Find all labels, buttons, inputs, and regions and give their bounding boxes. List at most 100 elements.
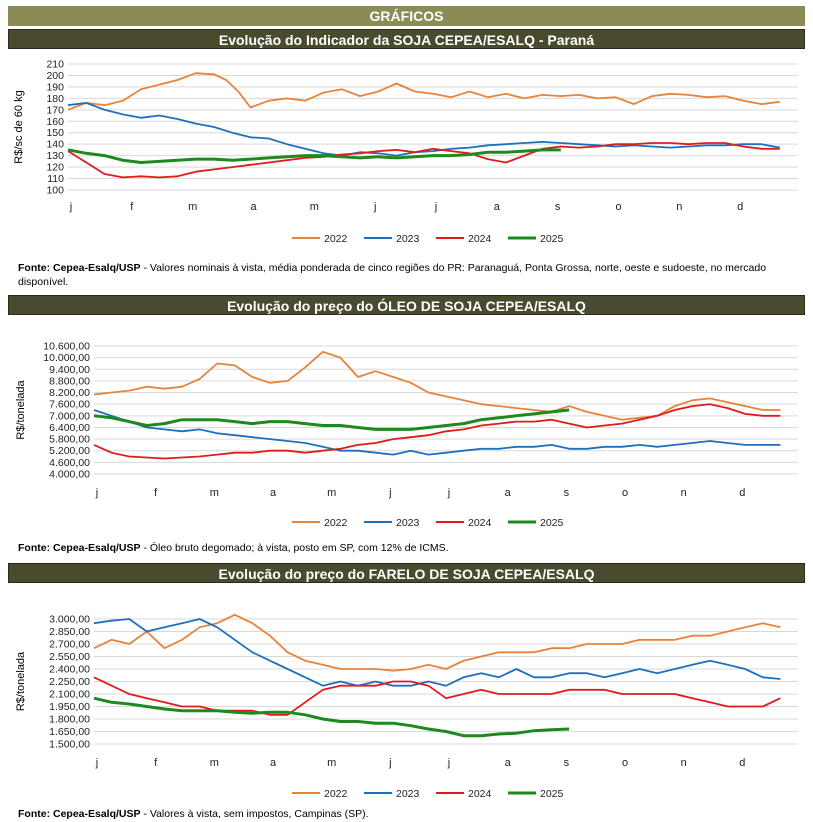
x-tick-label: d	[737, 201, 743, 213]
y-tick-label: 140	[46, 139, 64, 151]
y-tick-label: 160	[46, 116, 64, 128]
y-tick-label: 200	[46, 70, 64, 82]
y-tick-label: 180	[46, 93, 64, 105]
x-tick-label: f	[154, 757, 158, 769]
y-tick-label: 130	[46, 150, 64, 162]
legend-label-2024: 2024	[468, 788, 492, 800]
chart-title-oleo: Evolução do preço do ÓLEO DE SOJA CEPEA/…	[8, 295, 805, 315]
x-tick-label: m	[310, 201, 319, 213]
x-tick-label: j	[388, 487, 391, 499]
y-tick-label: 8.200,00	[49, 387, 90, 399]
source-bold: Fonte: Cepea-Esalq/USP	[18, 542, 141, 554]
legend-label-2022: 2022	[324, 517, 348, 529]
legend-label-2022: 2022	[324, 788, 348, 800]
series-line-2023	[67, 102, 780, 157]
y-tick-label: 1.800,00	[49, 714, 90, 726]
y-tick-label: 190	[46, 81, 64, 93]
y-tick-label: 120	[46, 162, 64, 174]
y-axis-label: R$/sc de 60 kg	[13, 90, 25, 163]
y-tick-label: 7.000,00	[49, 410, 90, 422]
y-tick-label: 8.800,00	[49, 375, 90, 387]
y-tick-label: 1.500,00	[49, 739, 90, 751]
x-tick-label: m	[210, 487, 219, 499]
y-tick-label: 2.400,00	[49, 664, 90, 676]
y-tick-label: 1.650,00	[49, 726, 90, 738]
y-tick-label: 5.800,00	[49, 434, 90, 446]
source-note-oleo: Fonte: Cepea-Esalq/USP - Óleo bruto dego…	[18, 541, 798, 555]
series-line-2023	[93, 409, 781, 456]
series-line-2023	[93, 618, 781, 687]
x-tick-label: a	[270, 487, 277, 499]
x-tick-label: m	[188, 201, 197, 213]
x-tick-label: n	[681, 487, 687, 499]
source-note-farelo: Fonte: Cepea-Esalq/USP - Valores à vista…	[18, 807, 798, 821]
y-tick-label: 100	[46, 185, 64, 197]
y-tick-label: 2.850,00	[49, 626, 90, 638]
source-bold: Fonte: Cepea-Esalq/USP	[18, 262, 141, 274]
y-tick-label: 170	[46, 104, 64, 116]
chart-oleo: 4.000,004.600,005.200,005.800,006.400,00…	[15, 341, 798, 529]
source-text: - Valores nominais à vista, média ponder…	[18, 262, 767, 288]
y-tick-label: 6.400,00	[49, 422, 90, 434]
x-tick-label: j	[373, 201, 376, 213]
chart-title-farelo: Evolução do preço do FARELO DE SOJA CEPE…	[8, 563, 805, 583]
y-tick-label: 5.200,00	[49, 445, 90, 457]
y-axis-label: R$/tonelada	[15, 651, 27, 711]
y-tick-label: 2.100,00	[49, 689, 90, 701]
chart-farelo: 1.500,001.650,001.800,001.950,002.100,00…	[15, 614, 798, 800]
y-tick-label: 3.000,00	[49, 614, 90, 626]
source-text: - Óleo bruto degomado; à vista, posto em…	[140, 542, 449, 554]
x-tick-label: s	[564, 487, 570, 499]
y-tick-label: 2.250,00	[49, 676, 90, 688]
x-tick-label: a	[505, 757, 512, 769]
y-tick-label: 2.700,00	[49, 639, 90, 651]
x-tick-label: m	[327, 757, 336, 769]
x-tick-label: m	[327, 487, 336, 499]
x-tick-label: o	[622, 757, 628, 769]
y-tick-label: 210	[46, 59, 64, 71]
y-tick-label: 10.000,00	[43, 352, 90, 364]
x-tick-label: a	[250, 201, 257, 213]
series-line-2022	[93, 350, 781, 421]
x-tick-label: d	[739, 757, 745, 769]
source-bold: Fonte: Cepea-Esalq/USP	[18, 808, 141, 820]
x-tick-label: j	[434, 201, 437, 213]
x-tick-label: d	[739, 487, 745, 499]
source-text: - Valores à vista, sem impostos, Campina…	[140, 808, 369, 820]
x-tick-label: n	[676, 201, 682, 213]
y-tick-label: 150	[46, 127, 64, 139]
x-tick-label: o	[622, 487, 628, 499]
x-tick-label: n	[681, 757, 687, 769]
legend-label-2025: 2025	[540, 233, 564, 245]
chart-title-soja: Evolução do Indicador da SOJA CEPEA/ESAL…	[8, 29, 805, 49]
y-tick-label: 110	[47, 173, 64, 185]
x-tick-label: s	[564, 757, 570, 769]
x-tick-label: j	[69, 201, 72, 213]
x-tick-label: j	[388, 757, 391, 769]
y-tick-label: 4.000,00	[49, 469, 90, 481]
x-tick-label: s	[555, 201, 561, 213]
x-tick-label: a	[494, 201, 501, 213]
y-axis-label: R$/tonelada	[15, 379, 27, 439]
legend-label-2023: 2023	[396, 517, 420, 529]
x-tick-label: a	[270, 757, 277, 769]
legend-label-2024: 2024	[468, 233, 492, 245]
section-header: GRÁFICOS	[8, 6, 805, 26]
legend-label-2023: 2023	[396, 233, 420, 245]
y-tick-label: 4.600,00	[49, 457, 90, 469]
legend-label-2022: 2022	[324, 233, 348, 245]
series-line-2025	[93, 408, 570, 431]
y-tick-label: 9.400,00	[49, 364, 90, 376]
series-line-2025	[93, 696, 570, 738]
x-tick-label: o	[615, 201, 621, 213]
series-line-2022	[67, 72, 780, 111]
y-tick-label: 1.950,00	[49, 701, 90, 713]
x-tick-label: m	[210, 757, 219, 769]
x-tick-label: f	[130, 201, 134, 213]
series-line-2024	[67, 142, 780, 179]
series-line-2025	[67, 148, 561, 164]
y-tick-label: 2.550,00	[49, 651, 90, 663]
legend-label-2025: 2025	[540, 788, 564, 800]
source-note-soja: Fonte: Cepea-Esalq/USP - Valores nominai…	[18, 261, 798, 289]
